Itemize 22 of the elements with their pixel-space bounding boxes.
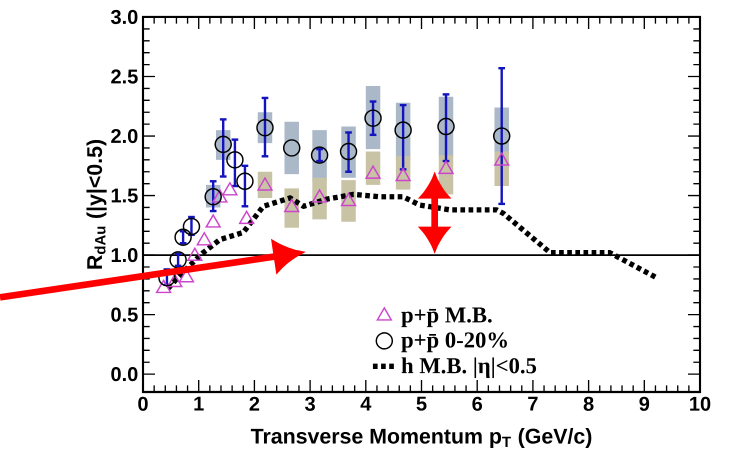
- y-tick-label: 3.0: [110, 10, 138, 24]
- x-tick-label: 0: [138, 396, 148, 411]
- y-tick-label: 2.0: [111, 128, 138, 144]
- x-tick-label: 3: [305, 396, 315, 411]
- legend-label: p+p̄ M.B.: [401, 308, 492, 328]
- legend-label: h M.B. |η|<0.5: [402, 357, 536, 378]
- x-tick-label: 10: [690, 396, 710, 411]
- x-tick-label: 5: [416, 396, 427, 411]
- y-tick-label: 0.5: [111, 308, 138, 322]
- x-tick-label: 7: [528, 396, 538, 410]
- legend-label: p+p̄ 0-20%: [401, 332, 507, 352]
- x-tick-label: 1: [194, 396, 204, 410]
- x-tick-label: 4: [360, 396, 372, 410]
- x-tick-label: 9: [639, 396, 650, 411]
- x-tick-label: 2: [250, 396, 260, 411]
- x-tick-label: 8: [584, 396, 594, 411]
- y-tick-label: 1.5: [112, 188, 138, 203]
- x-axis-title: Transverse Momentum p$_{T}$ (GeV/c): [250, 428, 592, 448]
- x-tick-label: 6: [472, 396, 482, 411]
- y-axis-title: R$_{dAu}$ (|y|<0.5): [86, 140, 107, 269]
- y-tick-label: 2.5: [111, 69, 138, 84]
- y-tick-label: 0.0: [111, 367, 138, 382]
